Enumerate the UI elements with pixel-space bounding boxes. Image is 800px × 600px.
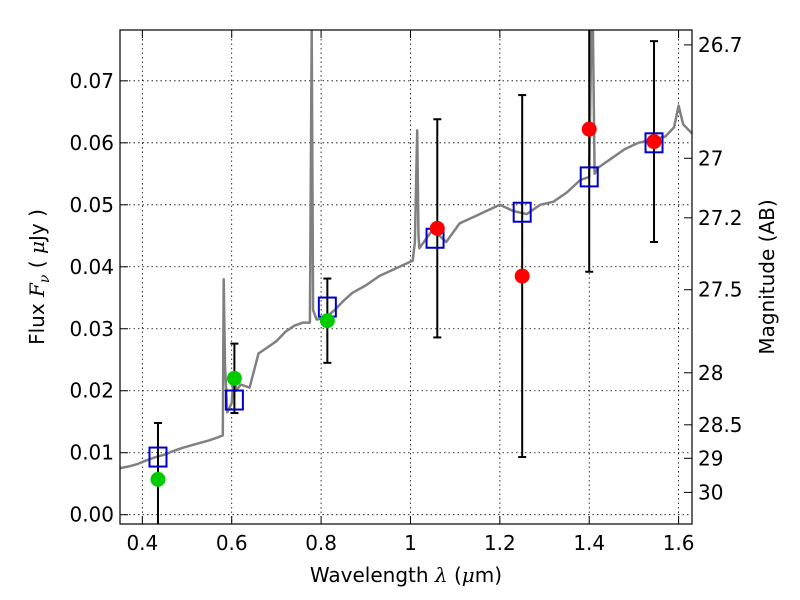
y2-tick-label-3: 27.5 <box>698 278 743 302</box>
x-axis-unit-mu: μ <box>462 563 475 587</box>
model-square-5 <box>579 166 599 188</box>
model-square-1 <box>224 389 244 411</box>
detections-point-0 <box>150 471 166 487</box>
x-tick-label-1: 0.6 <box>216 531 248 555</box>
x-axis-label-prefix: Wavelength <box>310 563 429 587</box>
y2-tick-label-6: 29 <box>698 446 723 470</box>
y-axis-label-prefix: Flux <box>25 303 49 345</box>
y-tick-label-6: 0.06 <box>69 131 114 155</box>
x-axis-label: Wavelength λ (μm) <box>310 563 502 587</box>
y-axis-symbol: F <box>25 282 49 298</box>
y-axis-unit-jy: Jy <box>25 223 49 243</box>
y2-tick-label-2: 27.2 <box>698 206 743 230</box>
y2-tick-label-1: 27 <box>698 146 723 170</box>
x-tick-label-4: 1.2 <box>484 531 516 555</box>
upper_points-point-3 <box>646 134 662 150</box>
y-axis-unit-open: ( <box>25 260 49 268</box>
y-tick-label-2: 0.02 <box>69 379 114 403</box>
x-tick-label-5: 1.4 <box>573 531 605 555</box>
photometry-layer <box>148 30 664 524</box>
detections-point-2 <box>319 313 335 329</box>
spectrum-line <box>120 30 692 470</box>
x-tick-label-0: 0.4 <box>126 531 158 555</box>
y-tick-label-4: 0.04 <box>69 255 114 279</box>
model-square-4 <box>512 201 532 223</box>
y-axis-unit-close: ) <box>25 209 49 217</box>
x-axis-unit-close: ) <box>494 563 502 587</box>
x-axis-unit-m: m <box>475 563 494 587</box>
x-axis-unit-open: ( <box>454 563 462 587</box>
y-tick-label-5: 0.05 <box>69 193 114 217</box>
spectrum-layer <box>120 30 692 470</box>
upper_points-point-2 <box>581 121 597 137</box>
gridlines <box>120 30 692 524</box>
y-axis-unit-mu: μ <box>25 241 49 254</box>
x-tick-label-2: 0.8 <box>305 531 337 555</box>
y2-tick-label-5: 28.5 <box>698 413 743 437</box>
y-axis-subscript: ν <box>37 274 53 283</box>
y2-tick-label-4: 28 <box>698 361 723 385</box>
upper_points-point-0 <box>429 220 445 236</box>
detections-point-1 <box>226 370 242 386</box>
y-tick-label-0: 0.00 <box>69 503 114 527</box>
y2-tick-label-0: 26.7 <box>698 33 743 57</box>
plot-area <box>120 30 692 524</box>
plot-frame <box>119 29 693 525</box>
y-axis-label: Flux Fν ( μJy ) <box>25 209 53 345</box>
x-tick-label-3: 1 <box>404 531 417 555</box>
y2-axis-label: Magnitude (AB) <box>755 199 779 354</box>
y-tick-label-7: 0.07 <box>69 69 114 93</box>
upper_points-point-1 <box>514 268 530 284</box>
y-tick-label-3: 0.03 <box>69 317 114 341</box>
axis-ticks: 0.4 0.6 0.8 1 1.2 1.4 1.6 0.00 0.01 0.02 0.03 0.04 0… <box>69 30 743 555</box>
x-axis-lambda: λ <box>434 563 448 587</box>
model-square-0 <box>148 446 168 468</box>
model-square-6 <box>644 132 664 154</box>
x-tick-label-6: 1.6 <box>663 531 695 555</box>
y2-tick-label-7: 30 <box>698 480 723 504</box>
y-tick-label-1: 0.01 <box>69 441 114 465</box>
